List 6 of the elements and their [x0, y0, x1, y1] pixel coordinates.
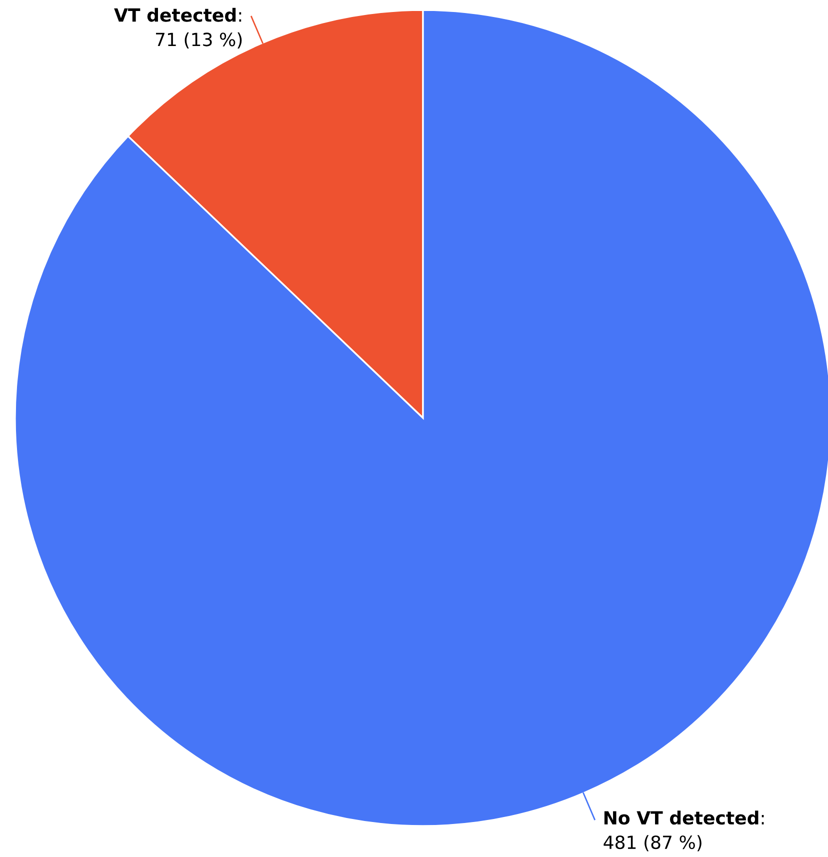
text: :	[239, 12, 242, 22]
slice-label: VT detected	[114, 8, 236, 22]
slice-label: No VT detected	[604, 810, 758, 825]
data-label: 481 (87 %)	[604, 835, 702, 852]
text: :	[762, 815, 764, 824]
data-label: 71 (13 %)	[156, 32, 242, 48]
